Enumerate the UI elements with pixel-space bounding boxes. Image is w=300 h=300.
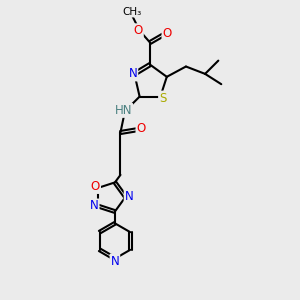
Text: N: N <box>124 190 134 203</box>
Text: O: O <box>91 180 100 193</box>
Text: O: O <box>136 122 146 135</box>
Text: O: O <box>163 27 172 40</box>
Text: CH₃: CH₃ <box>123 7 142 16</box>
Text: N: N <box>129 68 137 80</box>
Text: O: O <box>134 24 143 37</box>
Text: N: N <box>110 254 119 268</box>
Text: S: S <box>159 92 166 104</box>
Text: N: N <box>90 200 99 212</box>
Text: HN: HN <box>115 104 132 117</box>
